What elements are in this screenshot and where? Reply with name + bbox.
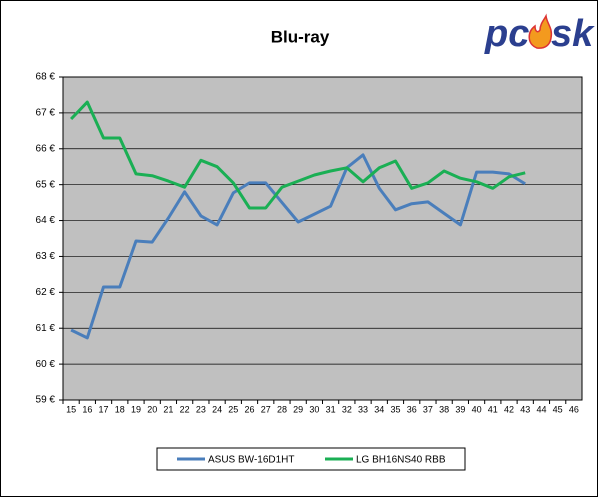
logo-flame	[528, 13, 553, 49]
legend-label: LG BH16NS40 RBB	[356, 455, 446, 466]
chart-title: Blu-ray	[271, 27, 330, 46]
y-tick-label: 64 €	[36, 215, 56, 226]
x-tick-label: 37	[423, 404, 433, 414]
legend-box	[156, 447, 466, 471]
logo: pc sk	[484, 13, 595, 55]
legend-label: ASUS BW-16D1HT	[208, 455, 295, 466]
x-tick-label: 44	[536, 404, 546, 414]
x-tick-label: 29	[293, 404, 303, 414]
x-tick-label: 15	[66, 404, 76, 414]
x-tick-label: 42	[504, 404, 514, 414]
x-tick-label: 34	[374, 404, 384, 414]
x-tick-label: 18	[115, 404, 125, 414]
x-tick-label: 45	[553, 404, 563, 414]
x-tick-label: 31	[326, 404, 336, 414]
x-tick-label: 22	[180, 404, 190, 414]
y-tick-label: 68 €	[36, 72, 56, 83]
x-tick-label: 23	[196, 404, 206, 414]
y-tick-label: 59 €	[36, 395, 56, 406]
y-tick-label: 63 €	[36, 251, 56, 262]
x-tick-label: 39	[455, 404, 465, 414]
x-tick-label: 43	[520, 404, 530, 414]
x-tick-label: 26	[245, 404, 255, 414]
x-tick-label: 27	[261, 404, 271, 414]
x-tick-label: 30	[309, 404, 319, 414]
x-tick-label: 17	[99, 404, 109, 414]
x-tick-label: 19	[131, 404, 141, 414]
x-tick-label: 40	[472, 404, 482, 414]
x-tick-label: 35	[390, 404, 400, 414]
x-tick-label: 41	[488, 404, 498, 414]
series-line	[70, 153, 526, 340]
logo-left: pc	[484, 13, 529, 55]
logo-right: sk	[551, 13, 595, 55]
x-tick-label: 21	[163, 404, 173, 414]
x-tick-label: 33	[358, 404, 368, 414]
y-tick-label: 60 €	[36, 359, 56, 370]
y-tick-label: 65 €	[36, 179, 56, 190]
x-tick-label: 32	[342, 404, 352, 414]
y-tick-label: 67 €	[36, 108, 56, 119]
x-tick-label: 36	[407, 404, 417, 414]
x-tick-label: 38	[439, 404, 449, 414]
x-tick-label: 25	[228, 404, 238, 414]
x-tick-label: 24	[212, 404, 222, 414]
series-line	[70, 100, 526, 210]
x-tick-label: 28	[277, 404, 287, 414]
y-tick-label: 61 €	[36, 323, 56, 334]
plot-area	[63, 77, 582, 400]
y-tick-label: 66 €	[36, 143, 56, 154]
x-tick-label: 46	[569, 404, 579, 414]
y-tick-label: 62 €	[36, 287, 56, 298]
x-tick-label: 16	[82, 404, 92, 414]
x-tick-label: 20	[147, 404, 157, 414]
